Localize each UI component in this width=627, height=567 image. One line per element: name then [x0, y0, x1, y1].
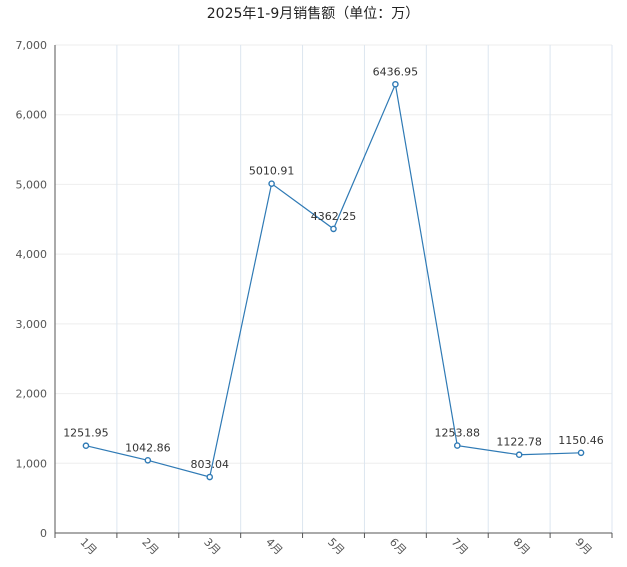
data-label: 1251.95 — [63, 427, 109, 440]
series-line — [85, 82, 582, 478]
data-label: 1122.78 — [496, 436, 542, 449]
y-tick-label: 1,000 — [16, 457, 48, 470]
y-tick-label: 6,000 — [16, 109, 48, 122]
chart-title: 2025年1-9月销售额（单位：万） — [207, 6, 420, 22]
data-point — [206, 473, 214, 481]
data-label: 1150.46 — [558, 434, 604, 447]
data-point — [268, 180, 275, 187]
y-tick-label: 2,000 — [16, 388, 48, 401]
data-label: 1042.86 — [125, 441, 171, 454]
y-tick-label: 7,000 — [16, 39, 48, 52]
data-label: 5010.91 — [249, 165, 295, 178]
x-tick-label: 3月 — [201, 536, 223, 558]
axes: 0 1,000 2,000 3,000 4,000 5,000 6,000 7,000 1月 2月… — [16, 39, 613, 557]
x-tick-label: 4月 — [263, 536, 285, 558]
x-tick-label: 6月 — [387, 536, 409, 558]
y-tick-label: 5,000 — [16, 178, 48, 191]
data-label: 803.04 — [190, 458, 229, 471]
x-tick-label: 7月 — [449, 536, 471, 558]
data-point — [577, 449, 585, 457]
data-point — [82, 442, 90, 450]
x-tick-label: 8月 — [511, 536, 533, 558]
x-tick-label: 9月 — [573, 536, 595, 558]
data-label: 1253.88 — [435, 427, 481, 440]
data-point — [144, 456, 152, 464]
y-tick-label: 3,000 — [16, 318, 48, 331]
series-layer: 1251.95 1042.86 803.04 5010.91 4362.25 6436.9… — [63, 65, 604, 481]
data-point — [515, 451, 523, 459]
data-label: 4362.25 — [311, 210, 357, 223]
data-label: 6436.95 — [373, 65, 419, 78]
y-tick-label: 4,000 — [16, 248, 48, 261]
grid — [55, 44, 613, 533]
data-point — [453, 442, 461, 449]
x-tick-label: 1月 — [77, 536, 99, 558]
x-tick-label: 2月 — [139, 536, 161, 558]
y-tick-label: 0 — [40, 527, 47, 540]
data-point — [330, 225, 337, 233]
data-point — [392, 80, 399, 88]
x-tick-label: 5月 — [325, 536, 347, 558]
